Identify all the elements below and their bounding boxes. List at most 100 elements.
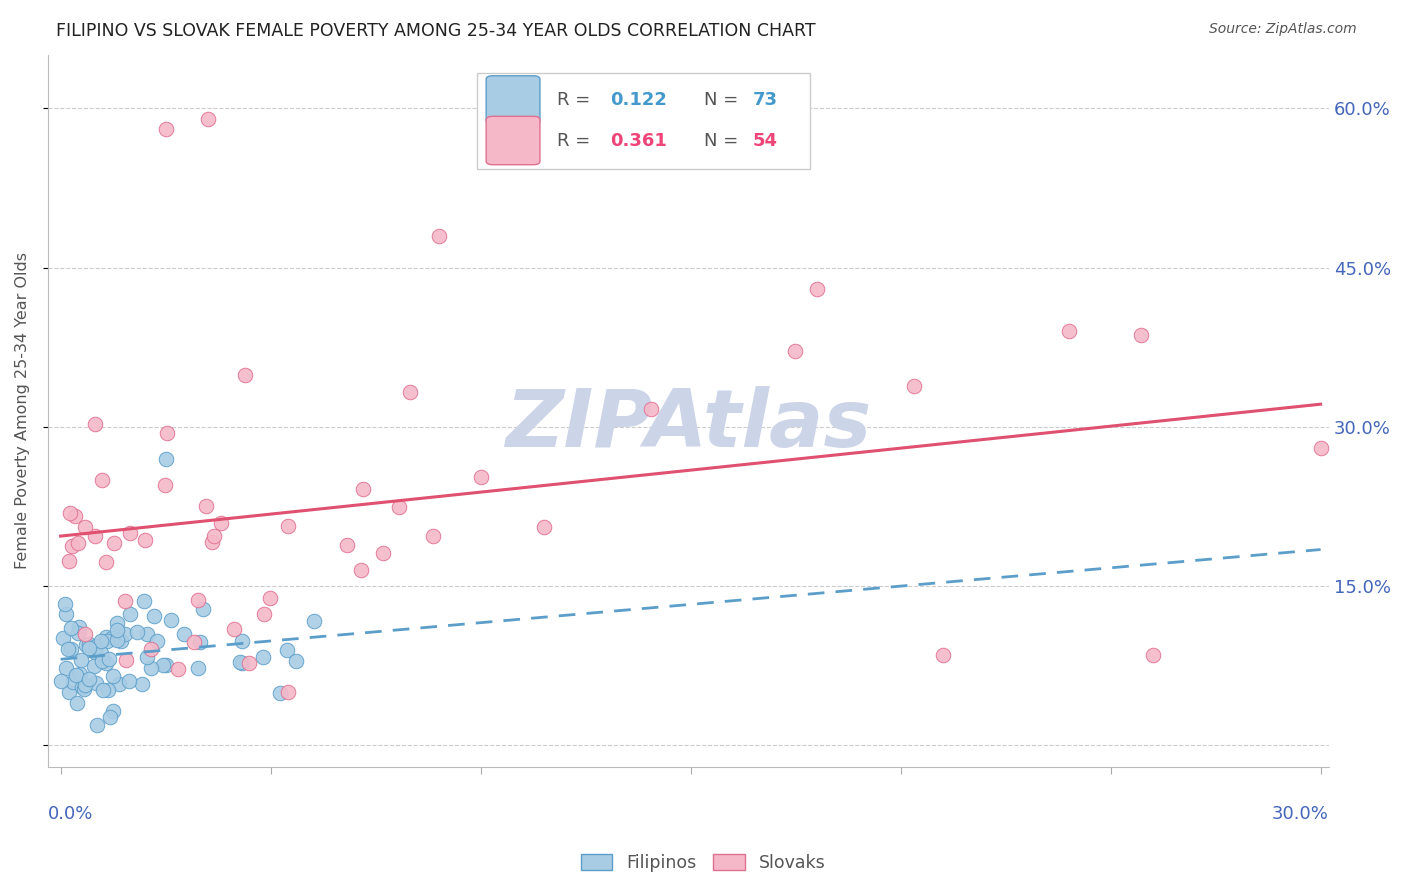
Point	[114, 627, 136, 641]
Point	[783, 343, 806, 358]
Point	[183, 635, 205, 649]
Point	[1309, 441, 1331, 455]
Point	[73, 682, 96, 697]
Point	[75, 678, 97, 692]
Point	[145, 634, 167, 648]
Point	[96, 633, 118, 648]
Point	[155, 657, 177, 672]
Point	[73, 626, 96, 640]
Point	[90, 646, 112, 660]
Point	[105, 623, 128, 637]
Point	[197, 112, 219, 126]
Point	[806, 282, 828, 296]
Point	[103, 536, 125, 550]
Point	[63, 509, 86, 524]
Point	[59, 506, 82, 520]
Point	[229, 655, 252, 669]
Point	[302, 614, 325, 628]
Point	[640, 401, 662, 416]
Point	[91, 682, 114, 697]
Point	[105, 633, 128, 648]
Point	[160, 613, 183, 627]
Point	[155, 122, 177, 136]
Point	[533, 520, 555, 534]
Point	[153, 477, 176, 491]
Text: N =: N =	[704, 91, 744, 109]
Point	[135, 627, 157, 641]
Point	[118, 607, 141, 622]
Point	[903, 379, 925, 393]
Point	[70, 653, 93, 667]
Point	[77, 637, 100, 651]
Text: 54: 54	[752, 131, 778, 150]
Point	[67, 620, 90, 634]
Point	[86, 718, 108, 732]
FancyBboxPatch shape	[486, 76, 540, 124]
Point	[388, 500, 411, 514]
Point	[336, 538, 359, 552]
Point	[399, 384, 422, 399]
Point	[422, 529, 444, 543]
Point	[1142, 648, 1164, 662]
Point	[55, 661, 77, 675]
Point	[134, 533, 156, 547]
Point	[110, 633, 132, 648]
Point	[276, 642, 298, 657]
Point	[931, 648, 953, 662]
Point	[77, 640, 100, 655]
Text: 0.0%: 0.0%	[48, 805, 93, 823]
Text: 73: 73	[752, 91, 778, 109]
Point	[58, 553, 80, 567]
Point	[55, 607, 77, 622]
Text: R =: R =	[557, 91, 596, 109]
Point	[100, 631, 122, 645]
Point	[139, 642, 162, 657]
Point	[96, 656, 118, 670]
FancyBboxPatch shape	[477, 73, 810, 169]
Point	[115, 653, 138, 667]
Point	[277, 685, 299, 699]
Point	[231, 634, 253, 648]
Point	[233, 368, 256, 383]
Point	[62, 539, 84, 553]
Point	[101, 704, 124, 718]
Point	[84, 417, 107, 432]
Text: Source: ZipAtlas.com: Source: ZipAtlas.com	[1209, 22, 1357, 37]
Point	[224, 622, 246, 636]
FancyBboxPatch shape	[486, 116, 540, 165]
Point	[62, 674, 84, 689]
Point	[83, 659, 105, 673]
Text: 30.0%: 30.0%	[1272, 805, 1329, 823]
Point	[66, 626, 89, 640]
Text: 0.122: 0.122	[610, 91, 668, 109]
Point	[60, 621, 83, 635]
Point	[90, 633, 112, 648]
Point	[51, 632, 73, 646]
Point	[91, 654, 114, 668]
Point	[209, 516, 232, 530]
Point	[108, 676, 131, 690]
Point	[152, 658, 174, 673]
Point	[66, 536, 89, 550]
Point	[77, 672, 100, 686]
Text: FILIPINO VS SLOVAK FEMALE POVERTY AMONG 25-34 YEAR OLDS CORRELATION CHART: FILIPINO VS SLOVAK FEMALE POVERTY AMONG …	[56, 22, 815, 40]
Point	[143, 608, 166, 623]
Point	[98, 652, 121, 666]
Point	[84, 645, 107, 659]
Y-axis label: Female Poverty Among 25-34 Year Olds: Female Poverty Among 25-34 Year Olds	[15, 252, 30, 569]
Point	[84, 676, 107, 690]
Point	[155, 451, 177, 466]
Point	[94, 555, 117, 569]
Point	[238, 656, 260, 670]
Point	[58, 685, 80, 699]
Point	[49, 674, 72, 689]
Point	[259, 591, 281, 605]
Point	[94, 630, 117, 644]
Point	[97, 683, 120, 698]
Point	[1129, 328, 1152, 343]
Point	[349, 563, 371, 577]
Point	[139, 661, 162, 675]
Point	[173, 627, 195, 641]
Legend: Filipinos, Slovaks: Filipinos, Slovaks	[574, 847, 832, 879]
Point	[117, 673, 139, 688]
